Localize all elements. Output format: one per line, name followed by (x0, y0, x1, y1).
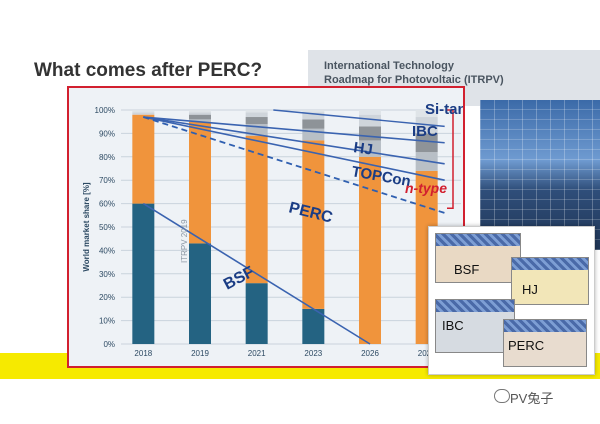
cell-perc: PERC (503, 319, 587, 367)
bar-bsf-2021 (245, 283, 268, 344)
bar-perc-2026 (359, 156, 381, 344)
bar-perc-2019 (189, 121, 211, 244)
y-axis-label: World market share [%] (82, 182, 91, 272)
bar-bsf-2023 (302, 308, 325, 344)
bar-perc-2018 (132, 114, 155, 204)
si-tandem-label: Si-tandem (425, 101, 463, 118)
x-tick-label: 2019 (191, 349, 209, 358)
banner-line-1: International Technology (324, 60, 454, 72)
bar-perc-2021 (245, 135, 268, 284)
bar-ibc-2021 (245, 112, 268, 118)
bar-perc-2023 (302, 140, 325, 309)
y-tick-label: 70% (99, 176, 115, 185)
y-tick-label: 0% (103, 340, 115, 349)
n-type-label: n-type (405, 180, 447, 196)
n-type-bracket (447, 109, 454, 210)
itrpv-2019-label: ITRPV 2019 (180, 219, 189, 263)
ibc-label: IBC (412, 123, 438, 140)
y-tick-label: 50% (99, 223, 115, 232)
bar-topcon-2023 (302, 128, 325, 141)
bar-bsf-2018 (132, 203, 155, 344)
bar-si-tandem-2021 (245, 110, 268, 113)
bar-si-tandem-2026 (359, 110, 381, 115)
bar-ibc-2023 (302, 112, 325, 120)
upper-trend-line (143, 116, 445, 181)
bar-ibc-2018 (132, 112, 155, 115)
bar-bsf-2019 (189, 243, 211, 344)
x-tick-label: 2018 (134, 349, 152, 358)
bar-hj-2019 (189, 114, 211, 120)
tandem-trend-line (273, 109, 445, 128)
y-tick-label: 100% (95, 106, 115, 115)
y-tick-label: 20% (99, 293, 115, 302)
y-tick-label: 80% (99, 153, 115, 162)
bsf-trend-line (142, 202, 371, 345)
market-share-chart: 0% 10% 20% 30% 40% 50% 60% 70% 80% 90% 100% World m… (82, 101, 463, 358)
y-tick-label: 90% (99, 129, 115, 138)
cell-label-bsf: BSF (454, 262, 480, 277)
ibc-trend-line (143, 116, 445, 144)
x-tick-label: 2021 (248, 349, 266, 358)
bar-si-tandem-2023 (302, 110, 325, 113)
bar-topcon-2019 (189, 119, 211, 122)
y-tick-label: 60% (99, 200, 115, 209)
x-tick-label: 2023 (304, 349, 322, 358)
bar-hj-2026 (359, 126, 381, 141)
hj-trend-line (143, 116, 445, 165)
bar-topcon-2021 (245, 124, 268, 136)
bar-hj-2029 (415, 133, 438, 153)
cell-ibc: IBC (435, 299, 515, 353)
banner-line-2: Roadmap for Photovoltaic (ITRPV) (324, 74, 504, 86)
bar-si-tandem-2018 (132, 110, 155, 113)
cell-label-hj: HJ (522, 282, 538, 297)
bar-si-tandem-2029 (415, 110, 438, 118)
solar-panel-photo (480, 100, 600, 250)
wechat-icon (494, 389, 510, 403)
x-tick-label: 2026 (361, 349, 379, 358)
cell-label-ibc: IBC (442, 318, 464, 333)
bar-ibc-2019 (189, 112, 211, 115)
bar-si-tandem-2019 (189, 110, 211, 113)
cell-hj: HJ (511, 257, 589, 305)
cell-structures-panel: BSF HJ IBC PERC (428, 226, 595, 375)
slide-title: What comes after PERC? (34, 60, 263, 81)
topcon-trend-line (143, 116, 445, 214)
y-tick-label: 10% (99, 317, 115, 326)
cell-label-perc: PERC (508, 338, 545, 353)
bar-ibc-2026 (359, 114, 381, 127)
watermark: PV兔子 (510, 391, 554, 406)
bar-hj-2023 (302, 119, 325, 129)
hj-label: HJ (352, 139, 373, 159)
chart-frame: 0% 10% 20% 30% 40% 50% 60% 70% 80% 90% 100% World m… (67, 86, 465, 368)
x-tick-label: 2029 (418, 349, 436, 358)
bar-hj-2021 (245, 117, 268, 125)
cell-bsf: BSF (435, 233, 521, 283)
y-tick-label: 30% (99, 270, 115, 279)
y-tick-label: 40% (99, 246, 115, 255)
